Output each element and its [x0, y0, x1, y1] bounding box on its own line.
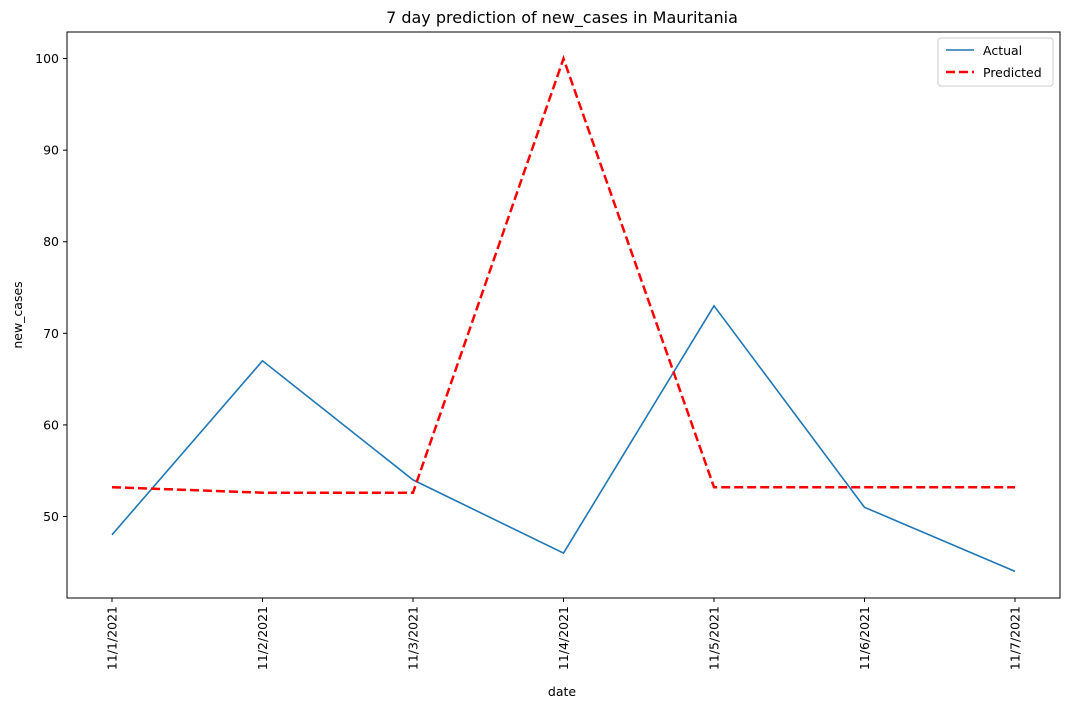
plot-frame [66, 31, 1061, 599]
legend-label-predicted: Predicted [983, 65, 1042, 80]
y-tick-label: 60 [43, 417, 59, 432]
y-tick-label: 80 [43, 234, 59, 249]
x-tick-label: 11/3/2021 [406, 606, 421, 670]
x-tick-label: 11/2/2021 [255, 606, 270, 670]
y-tick-label: 90 [43, 143, 59, 158]
x-tick-label: 11/6/2021 [857, 606, 872, 670]
x-tick-label: 11/1/2021 [105, 606, 120, 670]
legend-label-actual: Actual [983, 43, 1022, 58]
x-axis: 11/1/2021 11/2/2021 11/3/2021 11/4/2021 11/5… [105, 598, 1023, 670]
series-group [111, 54, 1016, 573]
series-line-predicted [111, 54, 1015, 494]
series-line-actual [111, 304, 1016, 573]
x-axis-label: date [548, 684, 576, 699]
x-tick-label: 11/7/2021 [1008, 606, 1023, 670]
chart-title: 7 day prediction of new_cases in Maurita… [386, 8, 738, 28]
x-tick-label: 11/5/2021 [707, 606, 722, 670]
x-tick-label: 11/4/2021 [556, 606, 571, 670]
legend: Actual Predicted [937, 37, 1054, 87]
y-axis: 50 60 70 80 90 100 [35, 51, 67, 524]
y-tick-label: 50 [43, 509, 59, 524]
y-axis-label: new_cases [10, 281, 25, 348]
y-tick-label: 100 [35, 51, 59, 66]
y-tick-label: 70 [43, 326, 59, 341]
